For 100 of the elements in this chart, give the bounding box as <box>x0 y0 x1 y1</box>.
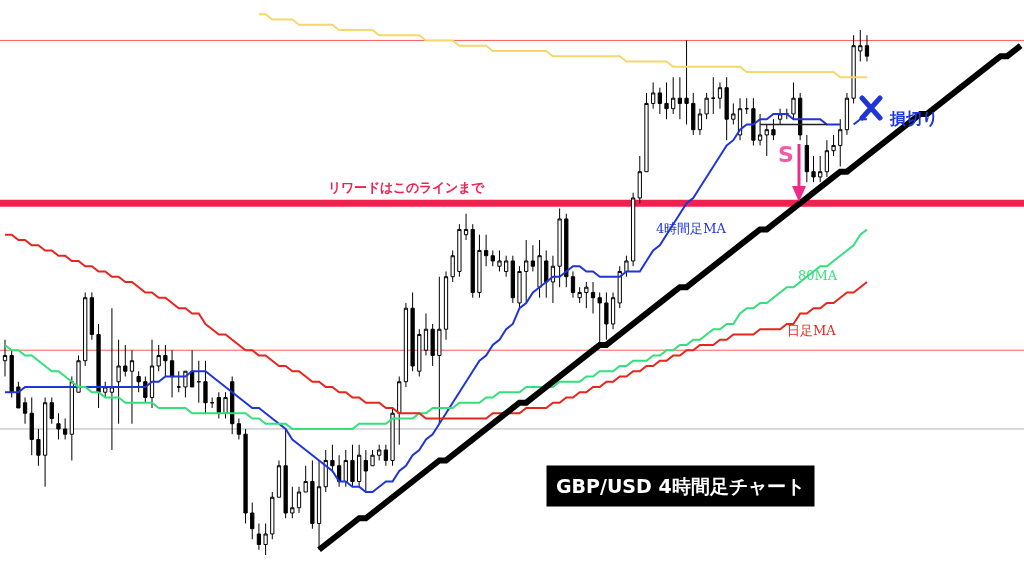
candlestick <box>163 344 168 377</box>
candlestick <box>630 192 636 267</box>
candlestick <box>189 349 195 388</box>
series-label: 日足MA <box>787 323 837 338</box>
candlestick <box>437 276 442 425</box>
candlestick <box>784 108 789 120</box>
candlestick <box>176 370 181 393</box>
candlestick <box>49 396 54 425</box>
candlestick <box>390 407 395 467</box>
candlestick <box>610 291 616 330</box>
candlestick <box>250 501 255 540</box>
candlestick <box>751 97 756 146</box>
candlestick <box>757 113 763 146</box>
candlestick <box>570 270 576 299</box>
candlestick <box>677 76 683 120</box>
candlestick <box>89 291 95 341</box>
candlestick <box>69 375 74 461</box>
candlestick <box>290 486 295 519</box>
candlestick <box>443 270 449 341</box>
candlestick <box>818 155 823 183</box>
candlestick <box>343 449 348 488</box>
candlestick <box>684 39 689 125</box>
candlestick <box>811 155 816 183</box>
candlestick <box>430 323 435 367</box>
candlestick <box>223 391 228 419</box>
candlestick <box>169 349 175 398</box>
candlestick <box>76 354 81 393</box>
candlestick <box>323 449 328 493</box>
text: GBP/USD 4時間足チャート <box>556 475 805 497</box>
candlestick <box>671 76 676 115</box>
candlestick <box>196 360 201 404</box>
candlestick <box>203 360 208 414</box>
candlestick <box>36 428 41 467</box>
candlestick <box>664 81 669 120</box>
candlestick <box>657 87 662 115</box>
candlestick <box>330 444 335 472</box>
candlestick <box>310 459 315 530</box>
candlestick <box>490 249 495 267</box>
candlestick <box>510 255 515 304</box>
candlestick <box>56 412 61 440</box>
candlestick <box>477 234 482 299</box>
candlestick <box>791 81 796 120</box>
candlestick <box>22 396 28 425</box>
candlestick <box>42 396 48 488</box>
candlestick <box>270 491 275 540</box>
candlestick <box>410 291 415 372</box>
candlestick <box>764 123 769 157</box>
candlestick <box>771 118 776 141</box>
candlestick <box>129 349 135 425</box>
candlestick <box>403 302 409 388</box>
candlestick <box>737 97 743 141</box>
candlestick <box>851 34 856 104</box>
candlestick <box>243 428 248 524</box>
candlestick <box>557 207 562 288</box>
candlestick <box>116 339 121 425</box>
candlestick <box>831 134 836 157</box>
candlestick <box>651 81 656 110</box>
candlestick <box>9 349 14 398</box>
candlestick <box>236 417 242 440</box>
candlestick <box>397 375 402 446</box>
candlestick <box>731 102 736 125</box>
candlestick <box>497 249 502 272</box>
ref-line-label: リワードはこのラインまで <box>328 180 485 195</box>
candlestick <box>537 239 542 299</box>
candlestick <box>824 139 830 178</box>
candlestick <box>276 459 282 498</box>
candlestick <box>463 213 469 241</box>
candlestick <box>624 255 629 278</box>
candlestick <box>697 108 703 136</box>
candlestick <box>604 291 609 341</box>
candlestick <box>724 76 729 141</box>
candlestick <box>590 281 596 314</box>
candlestick <box>504 255 509 278</box>
candlestick <box>858 29 863 62</box>
candlestick <box>283 428 288 519</box>
candlestick <box>210 396 215 409</box>
candlestick <box>804 134 809 183</box>
candlestick <box>517 265 522 309</box>
candlestick <box>544 249 549 299</box>
candlestick <box>29 396 34 456</box>
candlestick <box>844 92 850 136</box>
candlestick <box>564 213 569 288</box>
candlestick <box>123 344 128 377</box>
candlestick <box>83 291 88 367</box>
candlestick <box>704 92 709 120</box>
candlestick <box>644 92 649 173</box>
candlestick <box>617 265 622 309</box>
candlestick <box>263 522 268 556</box>
candlestick <box>483 234 489 267</box>
candlestick <box>103 381 108 398</box>
candlestick <box>256 522 262 551</box>
candlestick <box>524 239 529 304</box>
annotation: S <box>778 142 794 167</box>
candlestick <box>16 381 21 409</box>
candlestick <box>457 223 462 278</box>
candlestick <box>637 155 642 204</box>
candlestick <box>363 449 368 493</box>
candlestick <box>691 92 696 136</box>
candlestick <box>470 223 475 299</box>
candlestick <box>63 417 68 440</box>
